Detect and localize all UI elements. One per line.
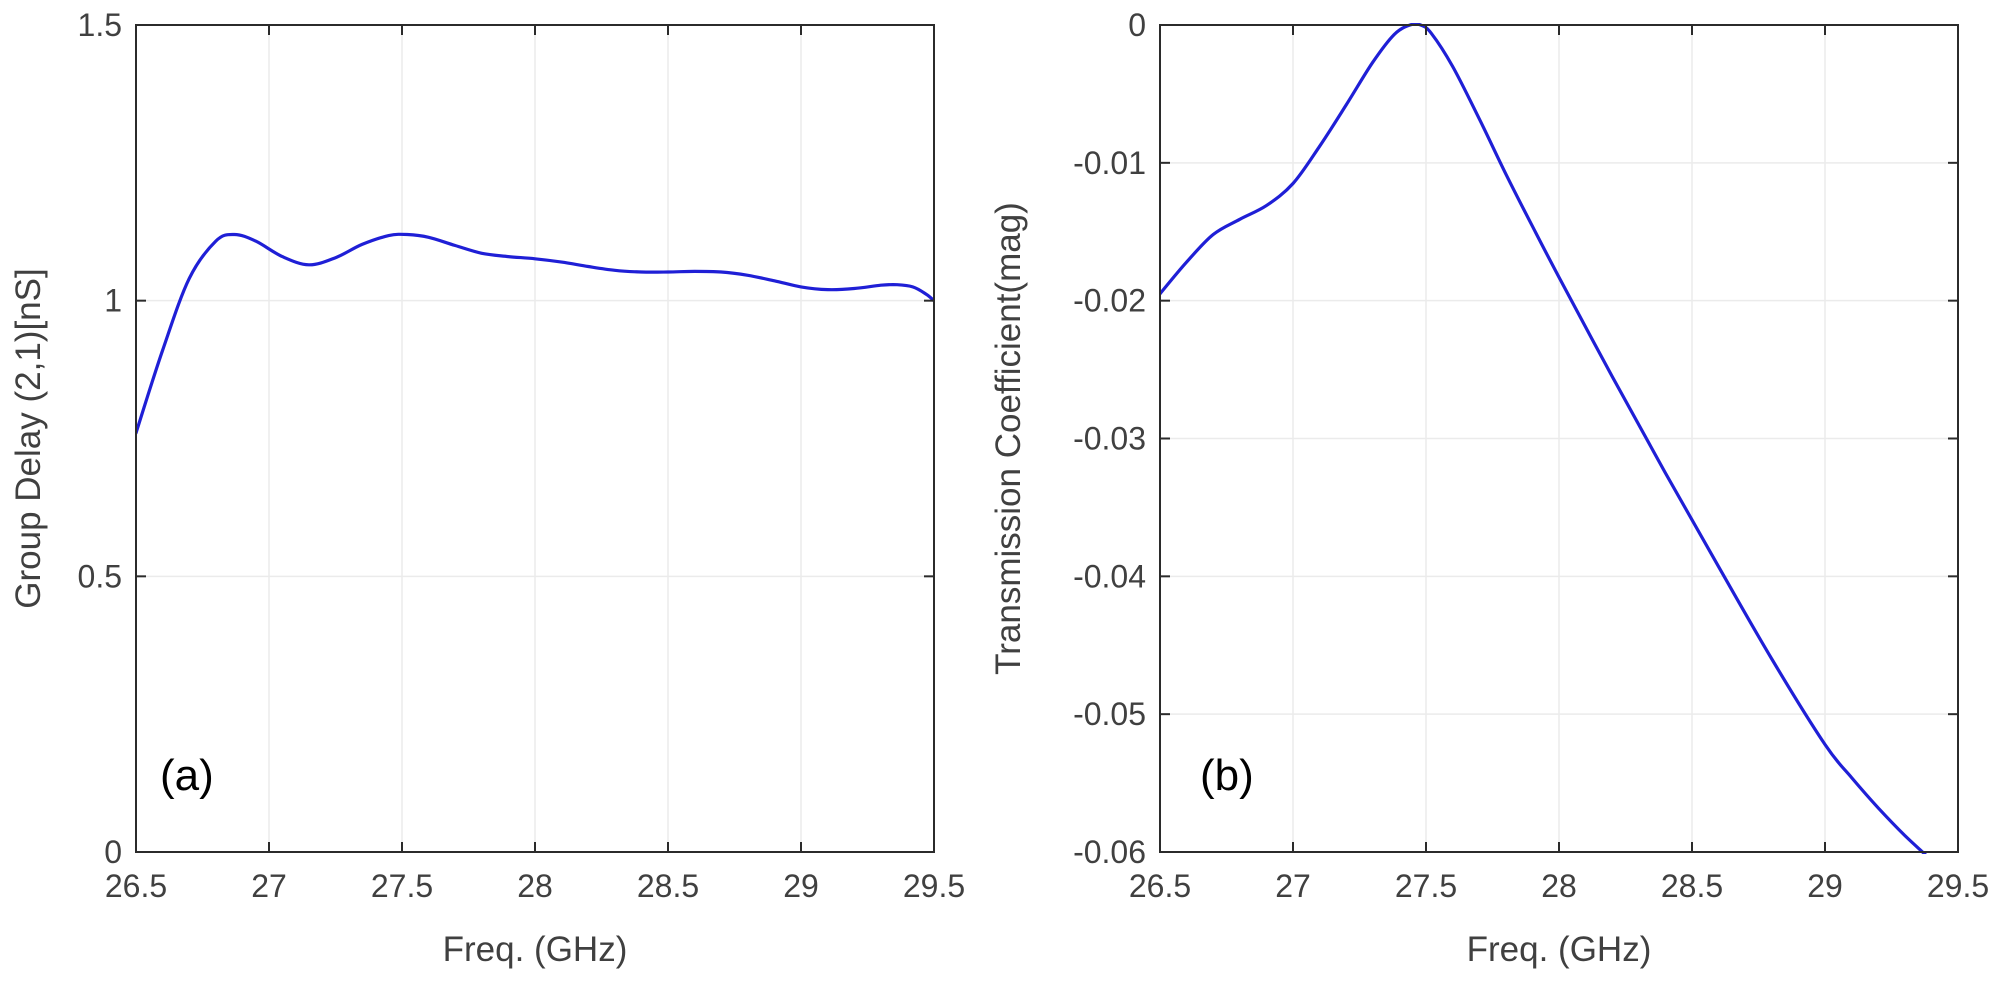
x-tick-label: 27.5 bbox=[1395, 868, 1457, 904]
x-tick-label: 28.5 bbox=[637, 868, 699, 904]
y-axis-title: Transmission Coefficient(mag) bbox=[989, 202, 1028, 675]
panel-label: (b) bbox=[1200, 751, 1254, 800]
series-line bbox=[1160, 23, 1928, 854]
y-tick-label: -0.04 bbox=[1073, 558, 1146, 594]
x-tick-label: 27 bbox=[251, 868, 287, 904]
y-tick-label: -0.05 bbox=[1073, 696, 1146, 732]
y-tick-label: 1 bbox=[104, 283, 122, 319]
x-tick-label: 28 bbox=[1541, 868, 1577, 904]
y-tick-label: 0 bbox=[104, 834, 122, 870]
x-tick-label: 27.5 bbox=[371, 868, 433, 904]
x-tick-label: 27 bbox=[1275, 868, 1311, 904]
y-tick-label: -0.03 bbox=[1073, 421, 1146, 457]
panel-b-transmission-coefficient-chart: 26.5 27 27.5 28 28.5 29 29.5 -0.06 -0.05 -0.04 -0.… bbox=[989, 7, 1989, 969]
x-tick-label: 29.5 bbox=[903, 868, 965, 904]
x-tick-label: 28 bbox=[517, 868, 553, 904]
x-tick-label: 28.5 bbox=[1661, 868, 1723, 904]
y-axis-title: Group Delay (2,1)[nS] bbox=[9, 268, 48, 608]
y-tick-label: -0.02 bbox=[1073, 283, 1146, 319]
y-tick-label: 0 bbox=[1128, 7, 1146, 43]
y-tick-label: -0.06 bbox=[1073, 834, 1146, 870]
x-axis-title: Freq. (GHz) bbox=[1467, 930, 1652, 969]
panel-a-group-delay-chart: 26.5 27 27.5 28 28.5 29 29.5 0 0.5 1 1.5 Freq. (GHz… bbox=[9, 7, 965, 969]
x-tick-label: 29 bbox=[1807, 868, 1843, 904]
x-tick-label: 29.5 bbox=[1927, 868, 1989, 904]
x-axis-title: Freq. (GHz) bbox=[443, 930, 628, 969]
y-tick-label: 1.5 bbox=[78, 7, 122, 43]
x-tick-label: 29 bbox=[783, 868, 819, 904]
series-line bbox=[136, 232, 934, 435]
panel-label: (a) bbox=[160, 751, 214, 800]
y-tick-label: 0.5 bbox=[78, 558, 122, 594]
x-tick-label: 26.5 bbox=[1129, 868, 1191, 904]
x-tick-label: 26.5 bbox=[105, 868, 167, 904]
y-tick-label: -0.01 bbox=[1073, 145, 1146, 181]
